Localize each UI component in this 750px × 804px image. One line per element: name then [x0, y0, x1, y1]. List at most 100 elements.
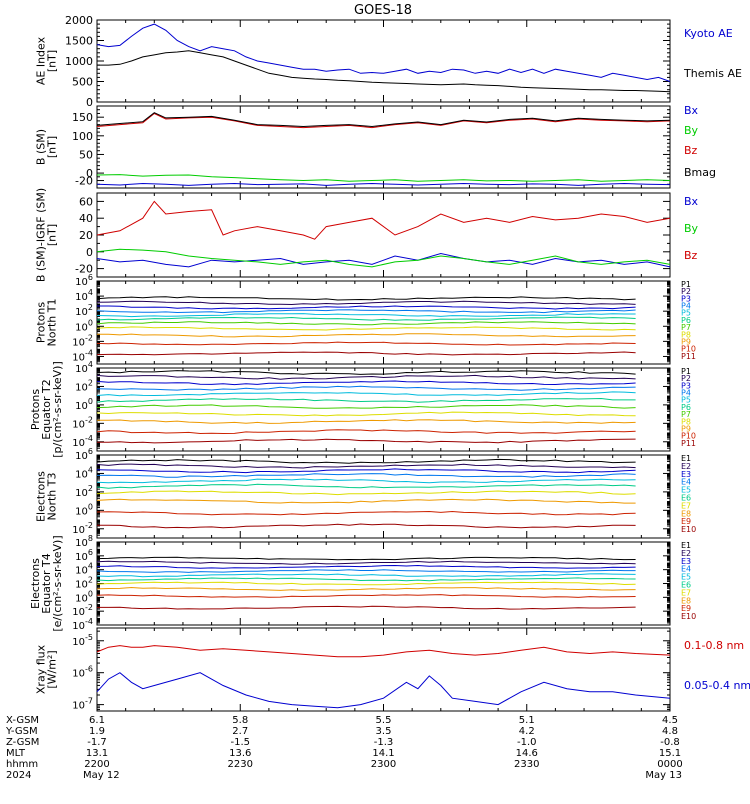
series-line [97, 249, 670, 267]
y-tick-exponent: -2 [85, 415, 93, 424]
y-tick-exponent: -4 [85, 434, 93, 443]
x-axis-value: 5.5 [376, 715, 392, 726]
y-axis-label: [W/m²] [46, 650, 59, 688]
y-tick-label: 50 [79, 148, 93, 161]
y-tick-exponent: -6 [85, 665, 93, 674]
x-axis-value: -1.3 [374, 737, 394, 748]
x-axis-value: 5.8 [232, 715, 248, 726]
legend-label: 0.1-0.8 nm [684, 639, 744, 652]
series-line [97, 574, 636, 577]
y-tick-label: 10-6 [72, 665, 93, 680]
series-line [97, 582, 636, 585]
y-tick-label: 102 [75, 484, 93, 499]
legend-label: Bz [684, 249, 698, 262]
y-tick-label: -20 [75, 175, 93, 188]
y-tick-label: 100 [75, 502, 93, 517]
series-line [97, 420, 636, 424]
series-line [97, 595, 636, 598]
series-line [97, 479, 636, 483]
y-tick-exponent: 4 [88, 360, 93, 369]
series-line [97, 375, 636, 379]
y-tick-exponent: -2 [85, 333, 93, 342]
legend-label: By [684, 222, 699, 235]
series-line [97, 322, 636, 325]
y-tick-exponent: -2 [85, 603, 93, 612]
y-tick-label: 1500 [65, 35, 93, 48]
x-axis-value: May 12 [83, 770, 120, 781]
y-tick-label: 102 [75, 378, 93, 393]
y-tick-label: 106 [75, 447, 93, 462]
channel-label: E10 [681, 525, 696, 534]
series-line [97, 566, 636, 569]
y-tick-exponent: 6 [88, 447, 93, 456]
series-line [97, 439, 636, 443]
x-axis-value: 4.5 [662, 715, 678, 726]
y-tick-label: 0 [86, 246, 93, 259]
plot-title: GOES-18 [354, 3, 412, 18]
series-line [97, 499, 636, 503]
series-line [97, 297, 636, 300]
y-tick-exponent: 0 [88, 502, 93, 511]
series-line [97, 459, 636, 463]
series-line [97, 464, 636, 468]
panel-frame [97, 368, 670, 451]
series-line [97, 578, 636, 581]
y-tick-label: 10-7 [72, 697, 93, 712]
x-axis-value: -1.5 [230, 737, 250, 748]
series-line [97, 201, 670, 239]
y-tick-exponent: 0 [88, 589, 93, 598]
series-line [97, 314, 636, 317]
series-line [97, 334, 636, 337]
series-line [97, 557, 636, 560]
legend-label: Bmag [684, 166, 716, 179]
series-line [97, 371, 636, 375]
series-line [97, 392, 636, 396]
x-axis-row-label: MLT [6, 748, 26, 759]
series-line [97, 327, 636, 330]
series-line [97, 175, 670, 182]
x-axis-value: 2330 [514, 759, 539, 770]
y-tick-exponent: 4 [88, 562, 93, 571]
x-axis-value: 2200 [84, 759, 109, 770]
y-axis-label: North T3 [46, 473, 59, 521]
y-tick-exponent: -7 [85, 697, 93, 706]
series-line [97, 342, 636, 345]
series-line [97, 24, 670, 81]
y-tick-exponent: 2 [88, 576, 93, 585]
y-tick-label: 10-5 [72, 633, 93, 648]
series-line [97, 474, 636, 478]
y-tick-label: 108 [75, 534, 93, 549]
series-line [97, 430, 636, 434]
y-axis-label: [nT] [46, 50, 59, 72]
legend-label: Bz [684, 144, 698, 157]
x-axis-value: 4.8 [662, 726, 678, 737]
y-tick-label: 60 [79, 195, 93, 208]
y-axis-label: [nT] [46, 224, 59, 246]
y-tick-label: 100 [75, 318, 93, 333]
series-line [97, 606, 636, 609]
x-axis-row-label: hhmm [6, 759, 38, 770]
x-axis-value: 14.1 [372, 748, 394, 759]
y-axis-label: North T1 [46, 299, 59, 347]
series-line [97, 570, 636, 573]
channel-label: P11 [681, 439, 696, 448]
panel-electrons-equator: 10-410-2100102104106108ElectronsEquator … [29, 534, 696, 632]
x-axis-value: 4.2 [519, 726, 535, 737]
y-tick-label: 2000 [65, 14, 93, 27]
y-tick-exponent: -5 [85, 633, 93, 642]
series-line [97, 646, 670, 657]
legend-label: Bx [684, 195, 699, 208]
y-tick-label: 102 [75, 576, 93, 591]
y-tick-label: 106 [75, 548, 93, 563]
y-axis-label: [nT] [46, 136, 59, 158]
x-axis-row-label: 2024 [6, 770, 31, 781]
y-tick-exponent: 2 [88, 303, 93, 312]
series-line [97, 352, 636, 355]
y-axis-label: [e/(cm²-s-sr-keV)] [51, 535, 64, 631]
y-tick-label: 10-2 [72, 415, 93, 430]
y-tick-label: 100 [72, 130, 93, 143]
